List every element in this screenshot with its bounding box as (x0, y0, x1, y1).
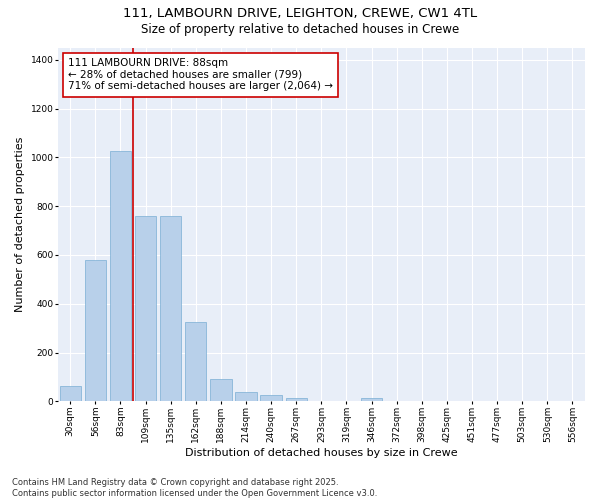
Bar (185, 322, 206, 402)
Y-axis label: Number of detached properties: Number of detached properties (15, 137, 25, 312)
Text: 111 LAMBOURN DRIVE: 88sqm
← 28% of detached houses are smaller (799)
71% of semi: 111 LAMBOURN DRIVE: 88sqm ← 28% of detac… (68, 58, 333, 92)
Bar (160, 216, 181, 402)
Bar (361, 398, 382, 402)
Bar (260, 396, 282, 402)
Text: Size of property relative to detached houses in Crewe: Size of property relative to detached ho… (141, 22, 459, 36)
Bar (85, 260, 106, 402)
Bar (110, 151, 131, 402)
Bar (135, 216, 156, 402)
Bar (210, 378, 232, 402)
Bar (235, 392, 257, 402)
Bar (286, 398, 307, 402)
Bar (59, 386, 81, 402)
Text: 111, LAMBOURN DRIVE, LEIGHTON, CREWE, CW1 4TL: 111, LAMBOURN DRIVE, LEIGHTON, CREWE, CW… (123, 8, 477, 20)
X-axis label: Distribution of detached houses by size in Crewe: Distribution of detached houses by size … (185, 448, 458, 458)
Text: Contains HM Land Registry data © Crown copyright and database right 2025.
Contai: Contains HM Land Registry data © Crown c… (12, 478, 377, 498)
